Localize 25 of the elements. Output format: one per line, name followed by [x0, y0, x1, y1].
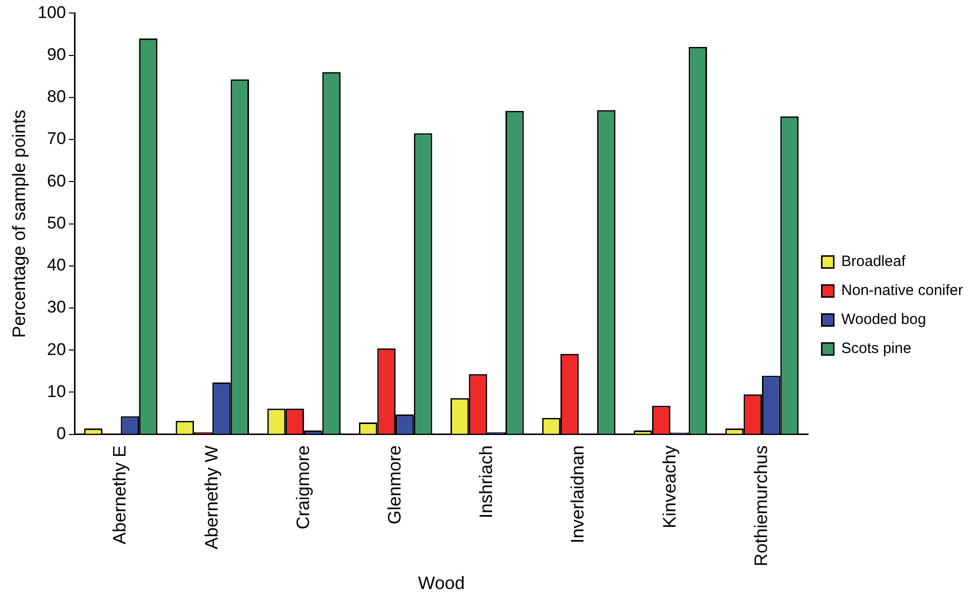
- y-tick-label: 20: [47, 340, 66, 359]
- x-tick-label: Glenmore: [384, 445, 405, 524]
- x-tick-label: Kinveachy: [659, 445, 680, 528]
- y-tick-label: 50: [47, 213, 66, 232]
- y-tick-label: 80: [47, 87, 66, 106]
- x-tick-label: Rothiemurchus: [750, 445, 771, 566]
- y-tick-label: 70: [47, 129, 66, 148]
- legend-label: Wooded bog: [841, 311, 926, 328]
- x-tick-label: Abernethy W: [201, 445, 222, 550]
- x-axis-title: Wood: [418, 573, 465, 594]
- legend-label: Non-native conifer: [841, 282, 964, 300]
- y-tick-label: 90: [47, 45, 66, 64]
- y-tick-label: 100: [38, 2, 66, 22]
- legend-label: Scots pine: [841, 340, 912, 358]
- x-tick-label: Inverlaidnan: [568, 445, 588, 544]
- y-tick-label: 60: [47, 171, 66, 190]
- y-tick-label: 10: [47, 382, 66, 401]
- y-tick-label: 30: [47, 298, 66, 317]
- x-tick-label: Abernethy E: [110, 445, 130, 544]
- y-tick-label: 0: [56, 424, 66, 444]
- x-tick-label: Inshriach: [476, 445, 496, 518]
- y-axis-title: Percentage of sample points: [8, 110, 29, 338]
- x-tick-label: Craigmore: [292, 445, 313, 530]
- y-tick-label: 40: [47, 256, 66, 275]
- legend-label: Broadleaf: [841, 253, 906, 270]
